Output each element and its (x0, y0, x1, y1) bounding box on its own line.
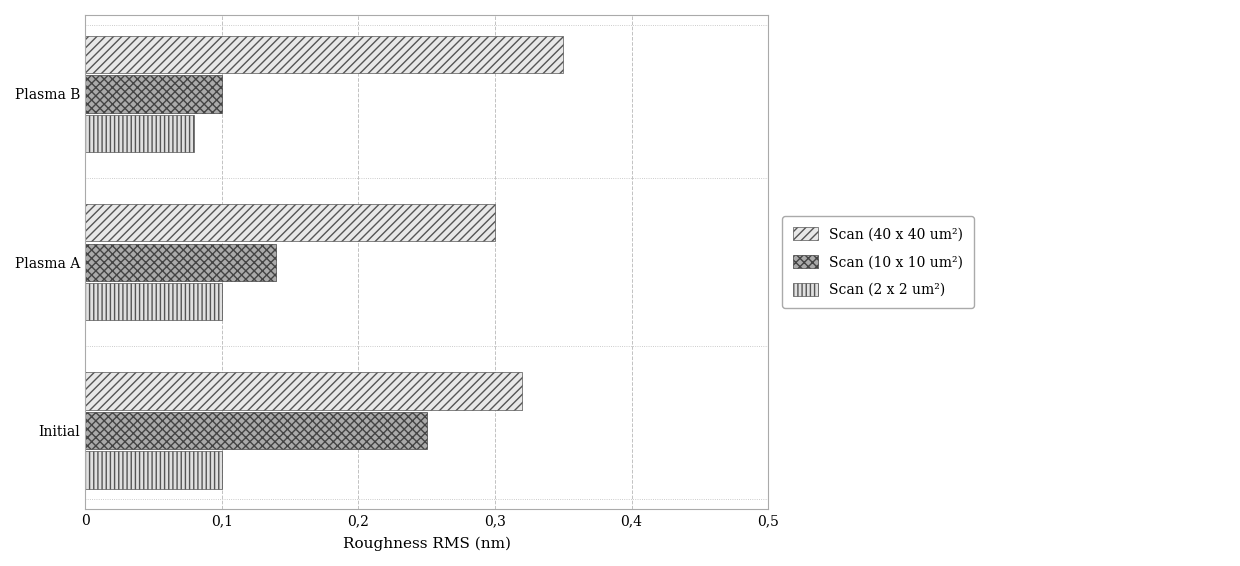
Bar (86, 283, 222, 320)
Legend: Scan (40 x 40 um²), Scan (10 x 10 um²), Scan (2 x 2 um²): Scan (40 x 40 um²), Scan (10 x 10 um²), … (782, 216, 975, 308)
Bar (86, 243, 277, 281)
Bar (86, 451, 222, 488)
Bar (86, 372, 522, 410)
Bar (86, 75, 222, 113)
Bar (86, 115, 195, 152)
Bar (86, 36, 563, 73)
X-axis label: Roughness RMS (nm): Roughness RMS (nm) (342, 537, 511, 551)
Bar (86, 204, 495, 242)
Bar (86, 412, 427, 449)
